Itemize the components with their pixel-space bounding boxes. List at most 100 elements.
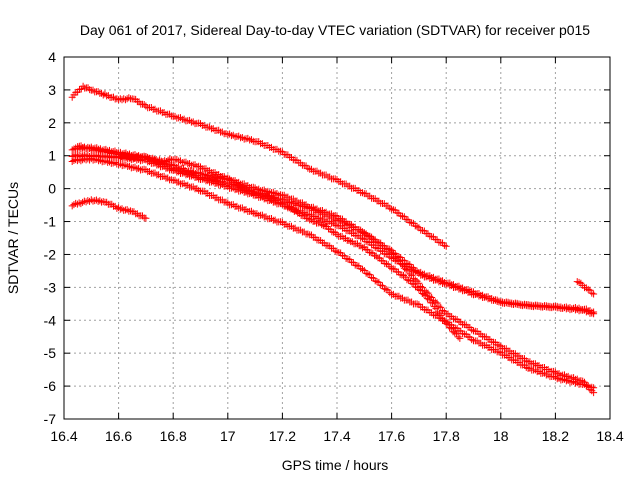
x-tick-label: 18.2 <box>542 428 569 444</box>
data-point <box>77 157 85 165</box>
data-point <box>311 217 319 225</box>
data-point <box>439 307 447 315</box>
data-point <box>195 186 203 194</box>
y-tick-label: 2 <box>48 115 56 131</box>
data-point <box>451 329 459 337</box>
data-point <box>570 374 578 382</box>
data-point <box>186 160 194 168</box>
data-point <box>99 91 107 99</box>
data-point <box>191 161 199 169</box>
data-point <box>331 247 339 255</box>
y-tick-label: -7 <box>44 411 57 427</box>
data-point <box>235 132 243 140</box>
data-point <box>101 90 109 98</box>
data-point <box>403 276 411 284</box>
series-track-6 <box>68 196 150 222</box>
data-point <box>118 205 126 213</box>
data-point <box>189 183 197 191</box>
data-point <box>477 292 485 300</box>
y-axis-label: SDTVAR / TECUs <box>5 182 21 294</box>
data-point <box>520 300 528 308</box>
data-point <box>373 238 381 246</box>
x-tick-label: 17 <box>220 428 236 444</box>
data-point <box>155 171 163 179</box>
data-point <box>413 268 421 276</box>
data-point <box>362 269 370 277</box>
data-point <box>590 310 598 318</box>
data-point <box>425 296 433 304</box>
data-point <box>526 364 534 372</box>
data-point <box>561 371 568 379</box>
data-point <box>94 88 102 96</box>
series-track-7 <box>117 151 464 342</box>
data-point <box>93 145 101 153</box>
data-point <box>397 212 405 220</box>
data-point <box>447 325 455 333</box>
data-point <box>511 299 519 307</box>
data-point <box>297 201 305 209</box>
data-point <box>131 163 139 171</box>
data-point <box>184 181 192 189</box>
data-point <box>548 303 556 311</box>
data-point <box>430 303 438 311</box>
data-point <box>304 214 312 222</box>
x-tick-label: 16.8 <box>160 428 187 444</box>
data-point <box>106 158 113 166</box>
data-point <box>437 311 445 319</box>
y-tick-label: 4 <box>48 49 56 65</box>
data-point <box>570 305 578 313</box>
data-point <box>142 102 150 110</box>
data-point <box>219 175 227 183</box>
data-point <box>371 238 379 246</box>
data-point <box>288 198 295 206</box>
data-point <box>395 256 403 264</box>
data-point <box>242 206 250 214</box>
data-point <box>439 315 447 323</box>
data-point <box>364 232 372 240</box>
data-point <box>358 234 366 242</box>
data-point <box>290 207 298 215</box>
data-point <box>151 169 159 177</box>
data-point <box>380 285 388 293</box>
data-point <box>371 277 379 285</box>
data-point <box>377 281 385 289</box>
data-point <box>582 381 590 389</box>
data-point <box>122 161 130 169</box>
data-point <box>173 155 181 163</box>
x-tick-label: 17.2 <box>269 428 296 444</box>
data-point <box>577 377 585 385</box>
data-point <box>92 196 100 204</box>
data-point <box>432 304 440 312</box>
x-tick-label: 17.8 <box>433 428 460 444</box>
data-point <box>111 159 119 167</box>
data-point <box>413 300 421 308</box>
x-tick-label: 16.6 <box>105 428 132 444</box>
data-point <box>149 154 157 162</box>
data-point <box>400 264 408 272</box>
data-point <box>495 297 503 305</box>
data-point <box>109 93 117 101</box>
data-point <box>175 178 183 186</box>
series-group <box>68 82 598 397</box>
data-point <box>238 204 246 212</box>
data-point <box>482 293 490 301</box>
data-point <box>277 218 285 226</box>
data-point <box>73 200 81 208</box>
data-point <box>93 155 101 163</box>
data-point <box>226 130 234 138</box>
x-axis: 16.4 16.6 16.8 17 17.2 17.4 17.6 17.8 18 18.2 18.4 <box>50 57 624 444</box>
data-point <box>531 301 539 309</box>
data-point <box>588 387 596 395</box>
data-point <box>96 146 104 154</box>
data-point <box>588 309 596 317</box>
data-point <box>331 175 339 183</box>
data-point <box>502 298 510 306</box>
data-point <box>174 163 182 171</box>
data-point <box>70 201 78 209</box>
data-point <box>75 199 83 207</box>
data-point <box>304 204 312 212</box>
data-point <box>402 265 410 273</box>
data-point <box>238 133 246 141</box>
data-point <box>406 218 414 226</box>
data-point <box>408 280 416 288</box>
